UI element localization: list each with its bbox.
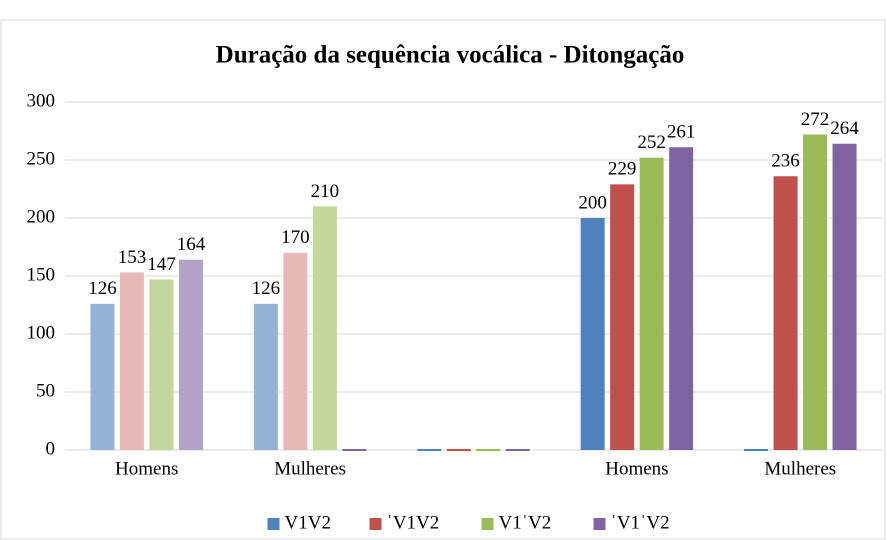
legend-swatch (593, 518, 606, 530)
value-label: 126 (88, 278, 117, 299)
bar (90, 303, 115, 450)
value-label: 252 (637, 132, 666, 153)
y-tick-label: 300 (27, 90, 56, 111)
value-label: 210 (311, 181, 340, 202)
legend-label: ˈV1ˈV2 (611, 512, 670, 533)
value-label: 261 (667, 122, 696, 143)
bar (253, 303, 278, 450)
y-tick-label: 100 (27, 322, 56, 343)
bar (417, 449, 442, 451)
bar (178, 259, 203, 450)
bar (744, 449, 769, 451)
legend-swatch (267, 518, 280, 530)
y-tick-label: 200 (27, 206, 56, 227)
value-label: 229 (608, 159, 637, 180)
y-tick-label: 0 (46, 438, 56, 459)
bar (312, 206, 337, 450)
value-label: 147 (147, 254, 176, 275)
value-label: 236 (771, 151, 800, 172)
bar (446, 449, 471, 451)
y-tick-label: 250 (27, 148, 56, 169)
bar (832, 143, 857, 450)
chart-title: Duração da sequência vocálica - Ditongaç… (216, 42, 685, 69)
bar (639, 157, 664, 450)
value-label: 200 (578, 192, 607, 213)
legend-swatch (369, 518, 382, 530)
bar (149, 279, 174, 450)
bar (669, 147, 694, 451)
x-tick-label: Mulheres (274, 458, 346, 479)
chart-frame (0, 19, 886, 540)
bar (773, 176, 798, 451)
legend-swatch (481, 518, 494, 530)
value-label: 164 (177, 234, 206, 255)
bar (283, 252, 308, 450)
bar (342, 449, 367, 451)
value-label: 153 (118, 247, 147, 268)
x-tick-label: Mulheres (764, 458, 836, 479)
bar (610, 184, 635, 451)
legend-label: V1ˈV2 (499, 512, 552, 533)
legend-label: V1V2 (285, 512, 331, 533)
bar (803, 134, 828, 451)
value-label: 126 (252, 278, 281, 299)
x-tick-label: Homens (605, 458, 668, 479)
bar (505, 449, 530, 451)
x-tick-label: Homens (115, 458, 178, 479)
legend-label: ˈV1V2 (387, 512, 440, 533)
y-tick-label: 150 (27, 264, 56, 285)
value-label: 272 (801, 109, 830, 130)
y-tick-label: 50 (36, 380, 55, 401)
bar (119, 272, 144, 450)
value-label: 264 (830, 118, 859, 139)
bar (580, 218, 605, 450)
value-label: 170 (281, 227, 310, 248)
bar (476, 449, 501, 451)
